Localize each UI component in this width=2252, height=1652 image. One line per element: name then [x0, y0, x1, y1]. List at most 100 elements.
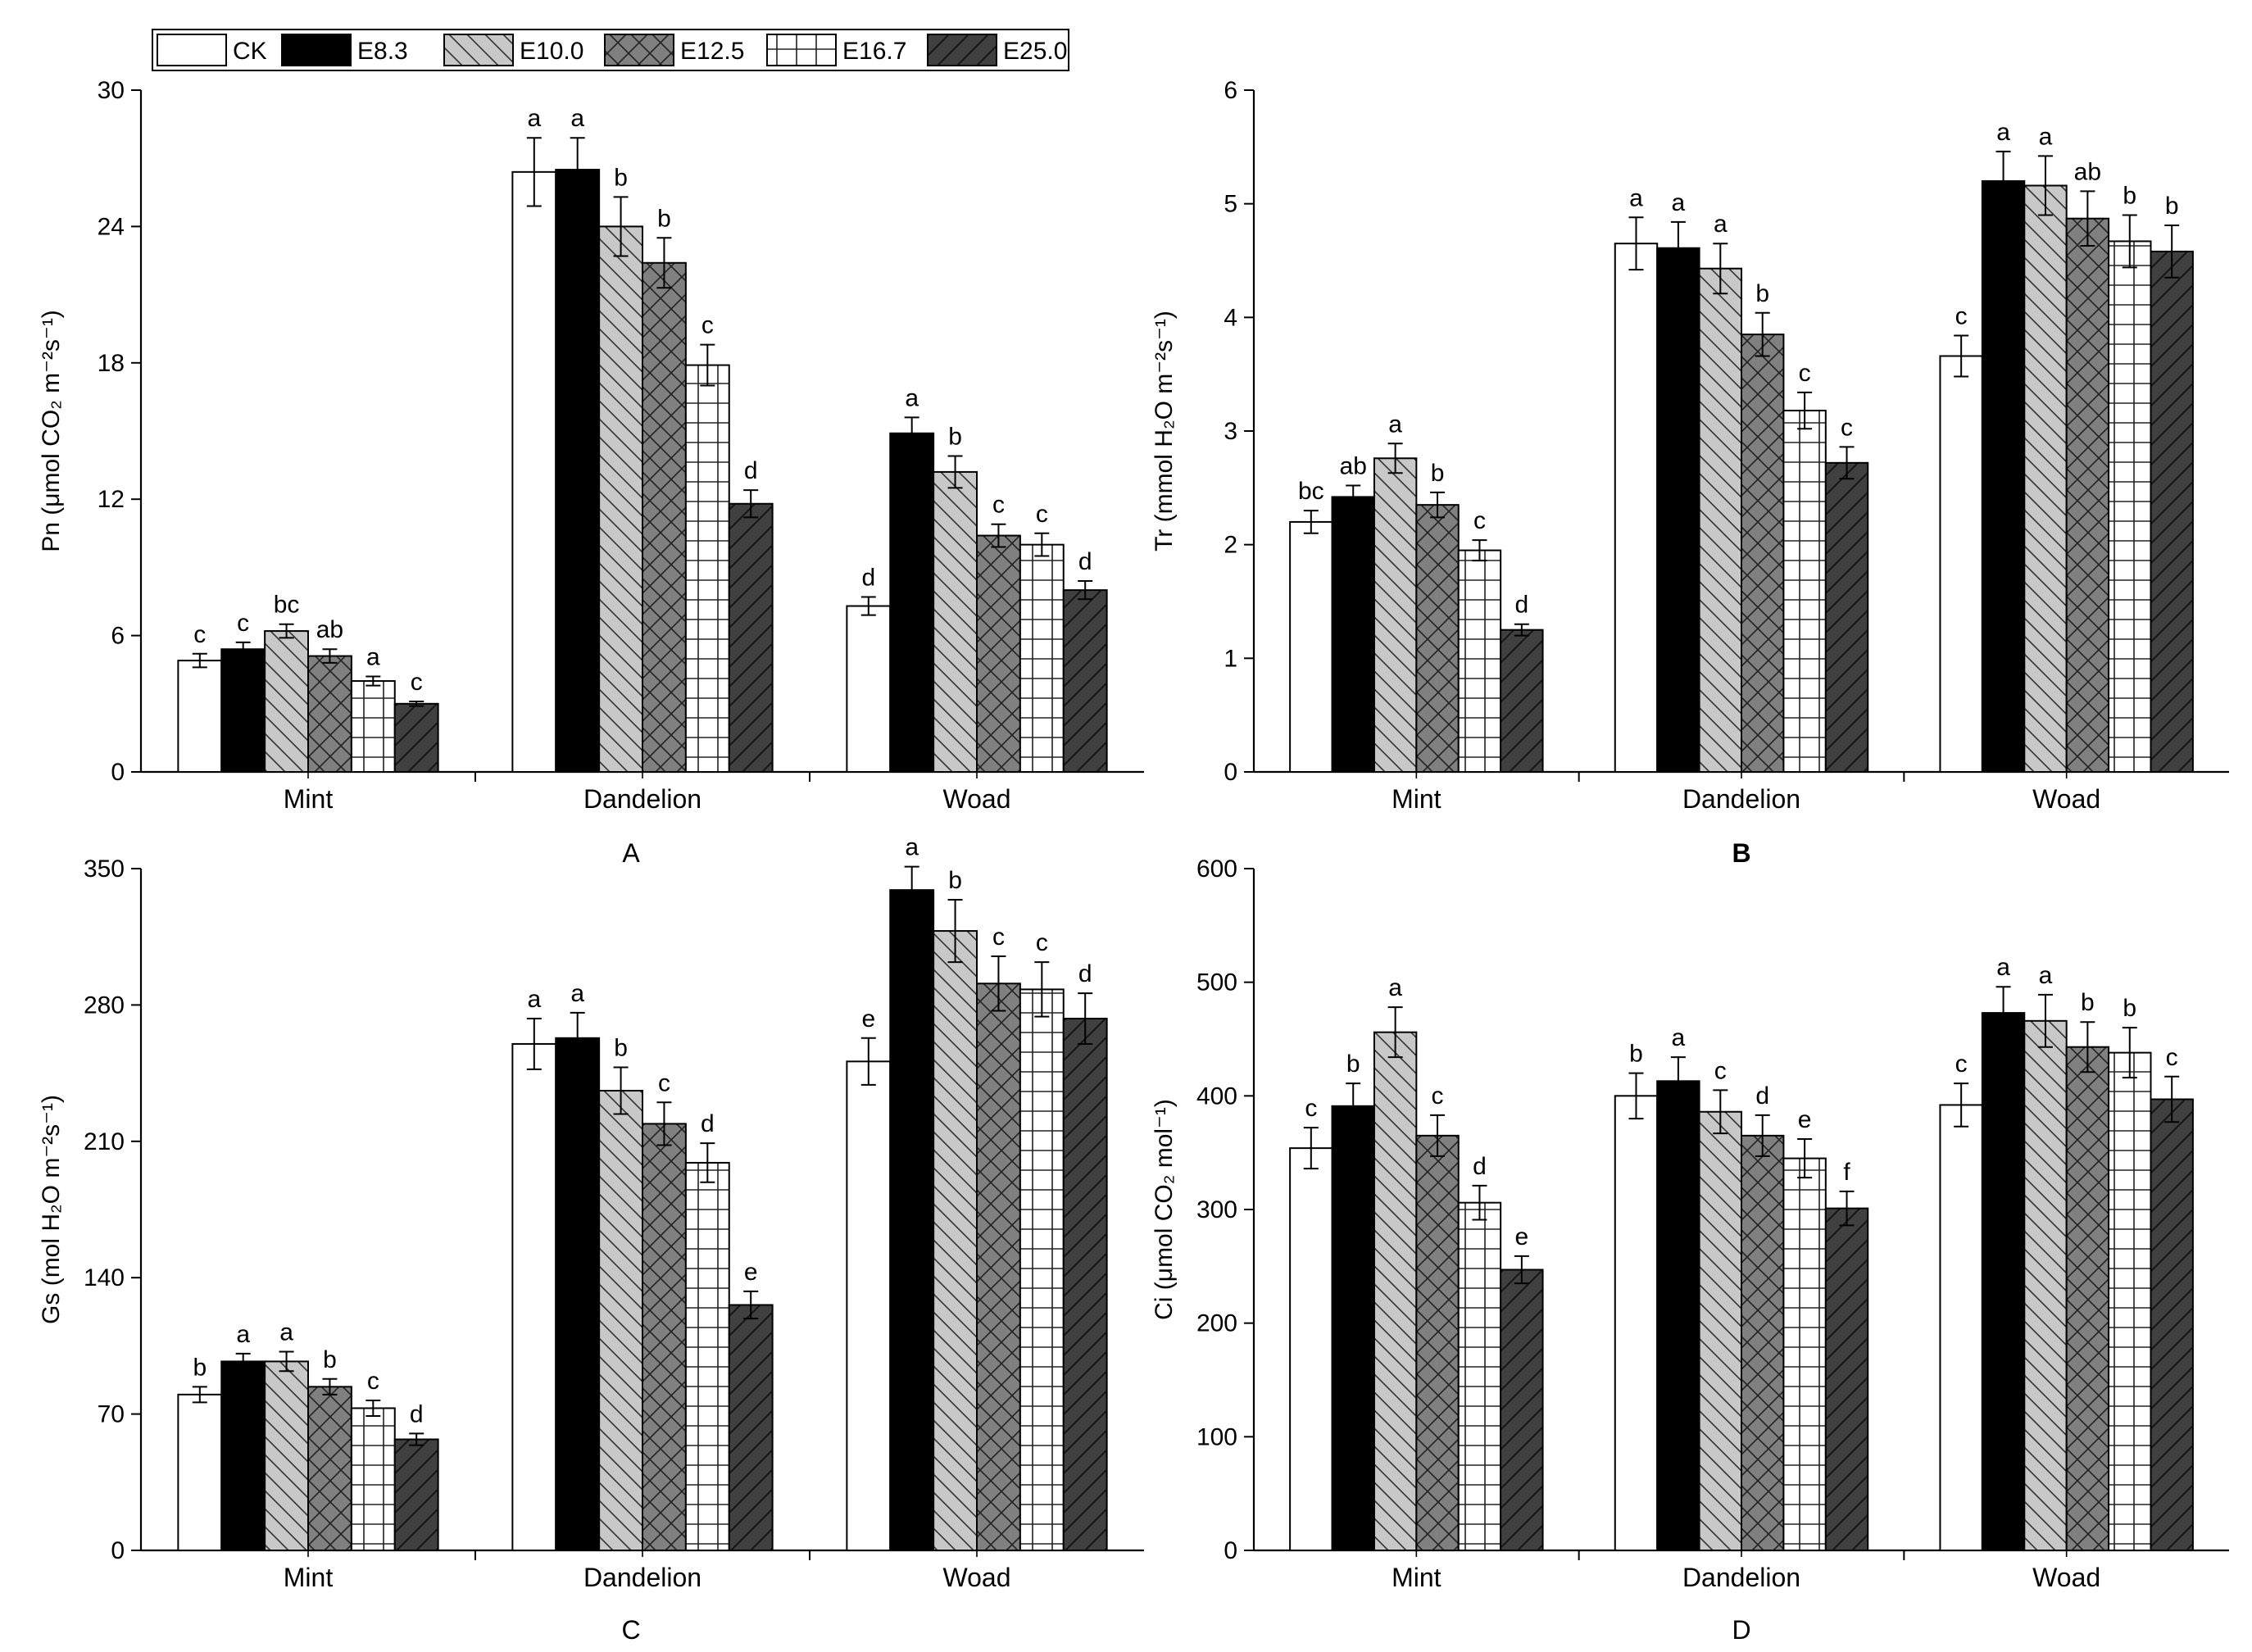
significance-label: b [1755, 280, 1769, 307]
bar-e12-5-woad [976, 534, 1021, 773]
bar-ck-woad [1939, 1104, 1983, 1551]
y-tick-label: 0 [111, 1537, 125, 1564]
significance-label: c [237, 610, 249, 637]
significance-label: d [701, 1110, 715, 1137]
significance-label: c [1305, 1095, 1317, 1122]
category-label: Woad [2032, 784, 2100, 814]
significance-label: d [1515, 592, 1529, 619]
bar-e16-7-dandelion [684, 364, 730, 773]
bar-e12-5-dandelion [1741, 1134, 1785, 1552]
legend-swatch-ck [157, 34, 227, 66]
significance-label: e [1515, 1223, 1529, 1250]
y-tick-label: 12 [98, 486, 125, 513]
category-label: Mint [1392, 784, 1442, 814]
bar-e16-7-dandelion [1782, 1157, 1827, 1551]
significance-label: c [1036, 929, 1048, 956]
bar-ck-dandelion [1614, 243, 1659, 773]
significance-label: c [992, 492, 1005, 519]
bar-ck-woad [846, 1060, 892, 1551]
y-tick-label: 0 [1224, 759, 1237, 786]
significance-label: a [1714, 211, 1728, 238]
significance-label: a [905, 384, 919, 411]
significance-label: ab [2074, 158, 2101, 185]
bar-e12-5-dandelion [642, 261, 687, 774]
legend-label: CK [233, 38, 267, 65]
y-axis-title: Ci (μmol CO₂ mol⁻¹) [1151, 1099, 1178, 1320]
significance-label: b [1629, 1041, 1643, 1068]
y-tick-label: 18 [98, 350, 125, 377]
category-label: Dandelion [1682, 1563, 1800, 1592]
y-tick-label: 600 [1196, 856, 1237, 883]
y-tick-label: 500 [1196, 969, 1237, 996]
category-label: Dandelion [583, 1563, 701, 1592]
bar-e12-5-woad [2065, 217, 2110, 773]
bar-e12-5-woad [2065, 1046, 2110, 1551]
y-tick-label: 5 [1224, 191, 1237, 218]
significance-label: e [1798, 1106, 1812, 1133]
bar-ck-mint [1289, 1147, 1333, 1551]
significance-label: c [193, 621, 206, 648]
legend-swatch-e10-0 [443, 34, 514, 66]
significance-label: ab [1340, 453, 1367, 480]
significance-label: d [1473, 1153, 1487, 1180]
y-tick-label: 1 [1224, 645, 1237, 672]
panel-label: A [622, 838, 640, 868]
y-tick-label: 24 [98, 213, 125, 240]
legend-swatch-e25-0 [927, 34, 997, 66]
bar-e25-0-dandelion [1824, 461, 1869, 773]
bar-e16-7-mint [1457, 1201, 1502, 1552]
bar-e25-0-dandelion [728, 1304, 774, 1551]
bar-e10-0-woad [2023, 184, 2068, 774]
category-label: Mint [284, 784, 334, 814]
bar-e12-5-dandelion [1741, 334, 1785, 773]
bar-e16-7-woad [2108, 1051, 2152, 1551]
panel-label: B [1732, 838, 1750, 868]
significance-label: c [1432, 1082, 1444, 1110]
bar-e8-3-woad [889, 432, 935, 773]
bar-e10-0-dandelion [1698, 1110, 1743, 1552]
bar-e10-0-mint [1373, 457, 1418, 774]
bar-e16-7-mint [350, 1407, 396, 1552]
bar-e8-3-woad [889, 889, 935, 1551]
bar-e25-0-woad [2150, 1098, 2194, 1551]
bar-ck-dandelion [1614, 1095, 1659, 1552]
bar-e10-0-mint [1373, 1031, 1418, 1552]
bar-e8-3-mint [220, 648, 266, 773]
significance-label: b [657, 205, 671, 232]
y-axis-title: Pn (μmol CO₂ m⁻²s⁻¹) [38, 310, 65, 552]
significance-label: b [1346, 1051, 1360, 1078]
bar-e16-7-woad [1019, 543, 1065, 774]
significance-label: c [1714, 1057, 1727, 1084]
significance-label: a [1629, 184, 1643, 211]
category-label: Woad [942, 1563, 1010, 1592]
panel-label: D [1732, 1615, 1750, 1645]
bar-ck-woad [846, 605, 892, 774]
bar-e16-7-dandelion [1782, 410, 1827, 773]
y-tick-label: 100 [1196, 1423, 1237, 1450]
bar-e12-5-mint [1415, 504, 1460, 774]
bar-e16-7-woad [1019, 988, 1065, 1551]
bar-e25-0-dandelion [728, 502, 774, 773]
bar-e8-3-mint [1331, 1105, 1375, 1551]
bar-e8-3-dandelion [555, 1037, 601, 1551]
y-tick-label: 3 [1224, 418, 1237, 445]
bar-e8-3-woad [1981, 1012, 2026, 1551]
bar-e10-0-mint [264, 630, 309, 774]
y-tick-label: 6 [111, 623, 125, 650]
significance-label: e [861, 1005, 875, 1032]
bar-e10-0-mint [264, 1360, 309, 1551]
significance-label: c [1955, 303, 1968, 330]
significance-label: bc [1298, 478, 1324, 505]
legend-swatch-e8-3 [281, 34, 352, 66]
bar-e25-0-woad [1062, 1018, 1108, 1552]
bar-e12-5-mint [307, 655, 352, 773]
bar-e16-7-woad [2108, 240, 2152, 773]
bar-e8-3-woad [1981, 179, 2026, 773]
significance-label: c [701, 312, 714, 339]
significance-label: b [948, 867, 962, 894]
significance-label: a [1996, 954, 2010, 981]
bar-ck-mint [1289, 520, 1333, 774]
y-tick-label: 0 [1224, 1537, 1237, 1564]
